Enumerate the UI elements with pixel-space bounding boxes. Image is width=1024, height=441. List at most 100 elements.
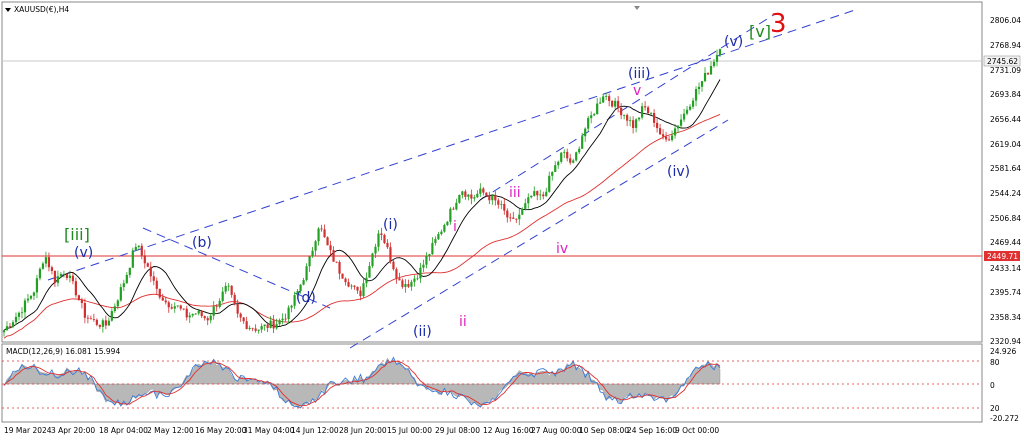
candle	[74, 277, 77, 298]
candle	[344, 277, 347, 286]
candle	[20, 307, 24, 319]
candle	[146, 262, 149, 267]
candle	[635, 118, 638, 133]
candle	[443, 223, 446, 233]
candle	[2, 329, 6, 337]
candle	[323, 224, 326, 238]
candle	[712, 59, 716, 68]
candle	[485, 192, 488, 197]
time-tick: 27 Aug 00:00	[531, 426, 582, 435]
time-tick: 10 Sep 08:00	[579, 426, 629, 435]
candle	[293, 291, 296, 310]
symbol-dropdown-icon[interactable]	[5, 8, 11, 12]
candle	[329, 240, 332, 256]
candle	[407, 279, 410, 288]
price-tick: 2693.84	[990, 90, 1021, 99]
candle	[452, 206, 455, 211]
macd-tick: -20.272	[990, 414, 1019, 423]
candle	[317, 227, 320, 246]
candle	[350, 284, 353, 290]
candle	[560, 152, 563, 164]
candle	[392, 259, 395, 271]
candle	[119, 283, 122, 302]
candle	[110, 308, 113, 322]
candle	[8, 323, 12, 329]
main-plot-frame	[1, 1, 983, 343]
candle	[482, 187, 485, 196]
candle	[377, 230, 380, 252]
price-tick: 2433.14	[990, 264, 1021, 273]
candle	[26, 293, 30, 303]
macd-tick: 0	[990, 381, 995, 390]
candle	[71, 272, 75, 285]
candle	[652, 109, 656, 128]
candle	[422, 259, 425, 273]
channel-lower-line	[349, 119, 729, 349]
candle	[706, 72, 710, 75]
candle	[335, 261, 338, 264]
candle	[676, 125, 680, 133]
candle	[685, 106, 689, 116]
chart-corner-icon[interactable]	[634, 6, 640, 10]
candle	[533, 186, 536, 197]
candle	[155, 277, 158, 295]
candle	[491, 194, 494, 205]
candle	[227, 283, 230, 292]
candle	[440, 229, 443, 236]
wave-label-v-minute-top: (v)	[724, 34, 743, 50]
candle	[629, 116, 632, 127]
wave-label-iv-minute: (iv)	[667, 164, 690, 180]
candle	[320, 224, 323, 232]
candle	[278, 318, 281, 327]
time-tick: 19 Mar 2024	[4, 426, 52, 435]
wave-labels: [iii] (v) (b) (d) (i) (ii) i ii iii iv (…	[64, 9, 787, 340]
candle	[50, 265, 54, 275]
candle	[644, 101, 647, 111]
candle	[578, 146, 581, 154]
wave-label-v-minute: (v)	[74, 245, 93, 261]
candle	[38, 267, 42, 281]
candle	[410, 279, 413, 291]
candle	[431, 237, 434, 255]
candle	[14, 312, 18, 326]
wave-label-iii-minute: (iii)	[628, 66, 651, 82]
candle	[125, 272, 128, 284]
candle	[593, 112, 596, 117]
time-tick: 29 Jul 08:00	[435, 426, 480, 435]
candle	[428, 253, 431, 261]
candle	[332, 246, 335, 262]
candle	[80, 297, 83, 309]
slow-ma-line	[3, 113, 721, 339]
candle	[89, 315, 92, 320]
candle	[347, 278, 350, 288]
candle	[206, 316, 209, 326]
candle	[697, 82, 701, 95]
candle	[209, 313, 212, 324]
candle	[248, 325, 251, 331]
candle	[380, 227, 383, 241]
candle	[682, 108, 686, 123]
candle	[104, 315, 107, 330]
candle	[626, 113, 629, 127]
candle	[715, 49, 719, 67]
candle	[551, 171, 554, 181]
candle	[314, 239, 317, 257]
candle	[161, 293, 164, 301]
macd-tick: 24.926	[990, 347, 1016, 356]
macd-plot-frame	[1, 343, 983, 423]
candle	[461, 190, 464, 199]
candle	[269, 316, 272, 329]
candle	[131, 247, 134, 268]
candle	[703, 67, 707, 83]
price-tick: 2358.34	[990, 313, 1021, 322]
candle	[17, 311, 21, 321]
candle	[602, 93, 605, 104]
candle	[257, 329, 260, 334]
candle	[608, 93, 611, 107]
channel-upper-line	[479, 13, 776, 201]
candle	[287, 305, 290, 324]
time-tick: 12 Aug 16:00	[483, 426, 534, 435]
candle	[419, 262, 422, 283]
price-tick: 2768.94	[990, 41, 1021, 50]
candle	[655, 118, 659, 133]
